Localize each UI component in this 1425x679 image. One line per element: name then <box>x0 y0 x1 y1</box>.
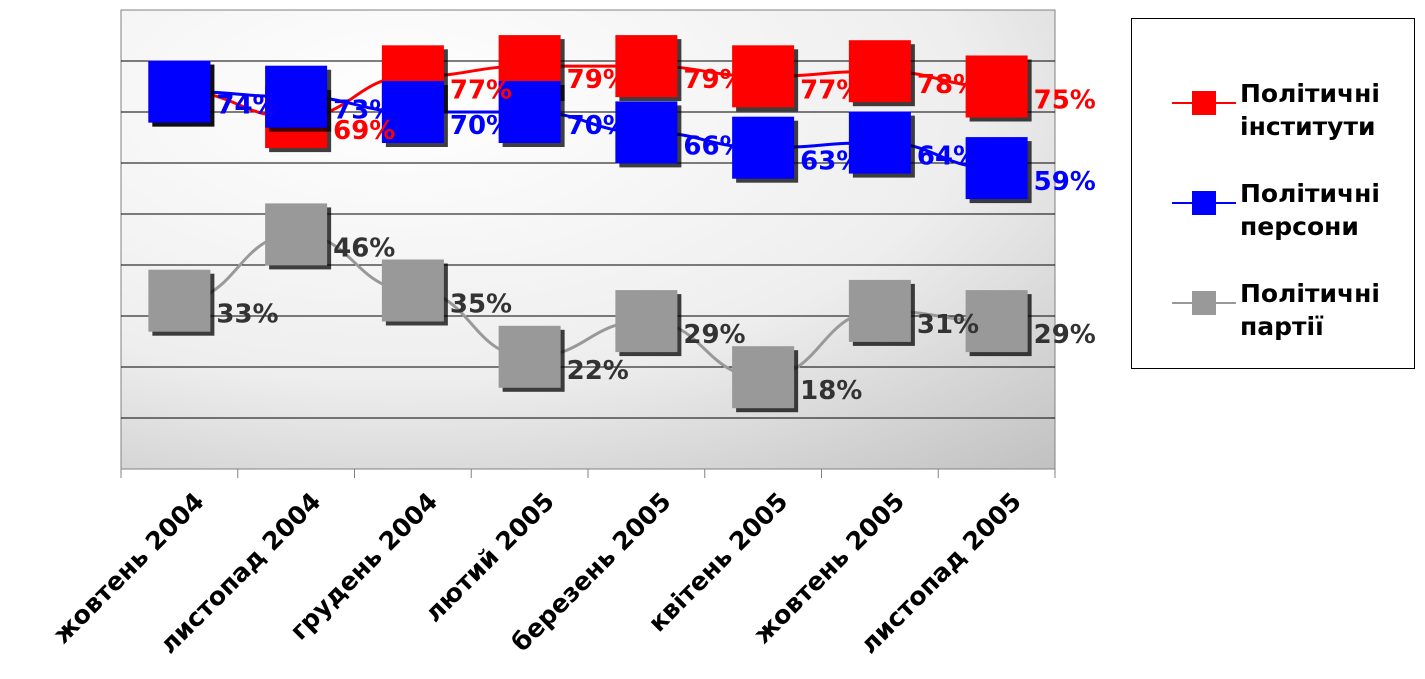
data-point <box>498 325 561 388</box>
legend-item-persons: Політичні персони <box>1132 177 1414 247</box>
data-point <box>732 45 795 108</box>
legend-marker-icon <box>1172 291 1236 315</box>
data-label: 29% <box>683 320 745 350</box>
legend-marker-icon <box>1172 191 1236 215</box>
data-label: 74% <box>216 91 278 121</box>
data-labels: 74%69%77% 79% 79% 77% 78%75%74% 73%70% 70%66%6… <box>216 65 1095 406</box>
data-label: 78% <box>917 70 979 100</box>
data-label: 18% <box>800 376 862 406</box>
legend-item-institutions: Політичні інститути <box>1132 77 1414 147</box>
data-label: 75% <box>1034 86 1096 116</box>
data-point <box>965 290 1028 353</box>
data-point <box>498 81 561 143</box>
data-point <box>265 203 328 266</box>
data-label: 31% <box>917 310 979 340</box>
data-label: 59% <box>1034 167 1096 197</box>
data-label: 35% <box>450 290 512 320</box>
data-point <box>148 60 211 123</box>
data-point <box>848 40 911 103</box>
data-label: 74% <box>216 91 278 121</box>
data-label: 79% <box>567 65 629 95</box>
legend-label-line1: Політичні <box>1240 79 1380 108</box>
data-point <box>148 269 211 332</box>
data-point <box>848 111 911 174</box>
data-label: 70% <box>567 111 629 141</box>
data-point <box>615 101 678 164</box>
legend-marker-icon <box>1172 91 1236 115</box>
legend-label-line1: Політичні <box>1240 179 1380 208</box>
data-point <box>848 279 911 342</box>
data-point <box>965 137 1028 200</box>
data-point <box>732 346 795 409</box>
legend-item-parties: Політичні партії <box>1132 277 1414 347</box>
data-label: 73% <box>333 96 395 126</box>
legend: Політичні інститути Політичні персони По… <box>1131 18 1415 369</box>
data-point <box>615 290 678 353</box>
data-label: 33% <box>216 300 278 330</box>
x-axis <box>120 468 1056 478</box>
legend-label-line1: Політичні <box>1240 279 1380 308</box>
data-label: 29% <box>1034 320 1096 350</box>
data-label: 77% <box>800 75 862 105</box>
legend-label-line2: інститути <box>1240 112 1376 141</box>
data-label: 79% <box>683 65 745 95</box>
legend-label-line2: персони <box>1240 212 1359 241</box>
data-point <box>965 55 1028 118</box>
data-label: 70% <box>450 111 512 141</box>
data-label: 22% <box>567 356 629 386</box>
data-label: 64% <box>917 142 979 172</box>
data-point <box>732 116 795 179</box>
data-point <box>381 81 444 143</box>
data-label: 77% <box>450 75 512 105</box>
data-label: 63% <box>800 147 862 177</box>
legend-label-line2: партії <box>1240 312 1324 341</box>
data-label: 69% <box>333 116 395 146</box>
data-point <box>381 259 444 322</box>
series-markers <box>148 35 1032 413</box>
data-label: 46% <box>333 233 395 263</box>
data-label: 66% <box>683 131 745 161</box>
data-point <box>265 65 328 128</box>
data-point <box>615 35 678 98</box>
